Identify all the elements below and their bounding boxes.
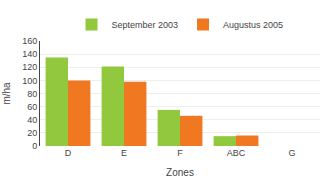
- svg-text:160: 160: [22, 36, 37, 46]
- svg-text:E: E: [121, 148, 127, 158]
- svg-text:0: 0: [32, 141, 37, 151]
- svg-text:120: 120: [22, 62, 37, 72]
- svg-text:100: 100: [22, 76, 37, 86]
- svg-text:Augustus 2005: Augustus 2005: [223, 20, 283, 30]
- svg-text:Zones: Zones: [166, 167, 194, 178]
- svg-text:F: F: [177, 148, 183, 158]
- svg-text:40: 40: [27, 115, 37, 125]
- svg-text:60: 60: [27, 102, 37, 112]
- svg-text:ABC: ABC: [227, 148, 246, 158]
- svg-text:m/ha: m/ha: [1, 82, 12, 105]
- svg-text:G: G: [288, 148, 295, 158]
- svg-text:September 2003: September 2003: [112, 20, 179, 30]
- svg-text:20: 20: [27, 128, 37, 138]
- svg-text:80: 80: [27, 89, 37, 99]
- svg-text:140: 140: [22, 49, 37, 59]
- svg-text:D: D: [65, 148, 72, 158]
